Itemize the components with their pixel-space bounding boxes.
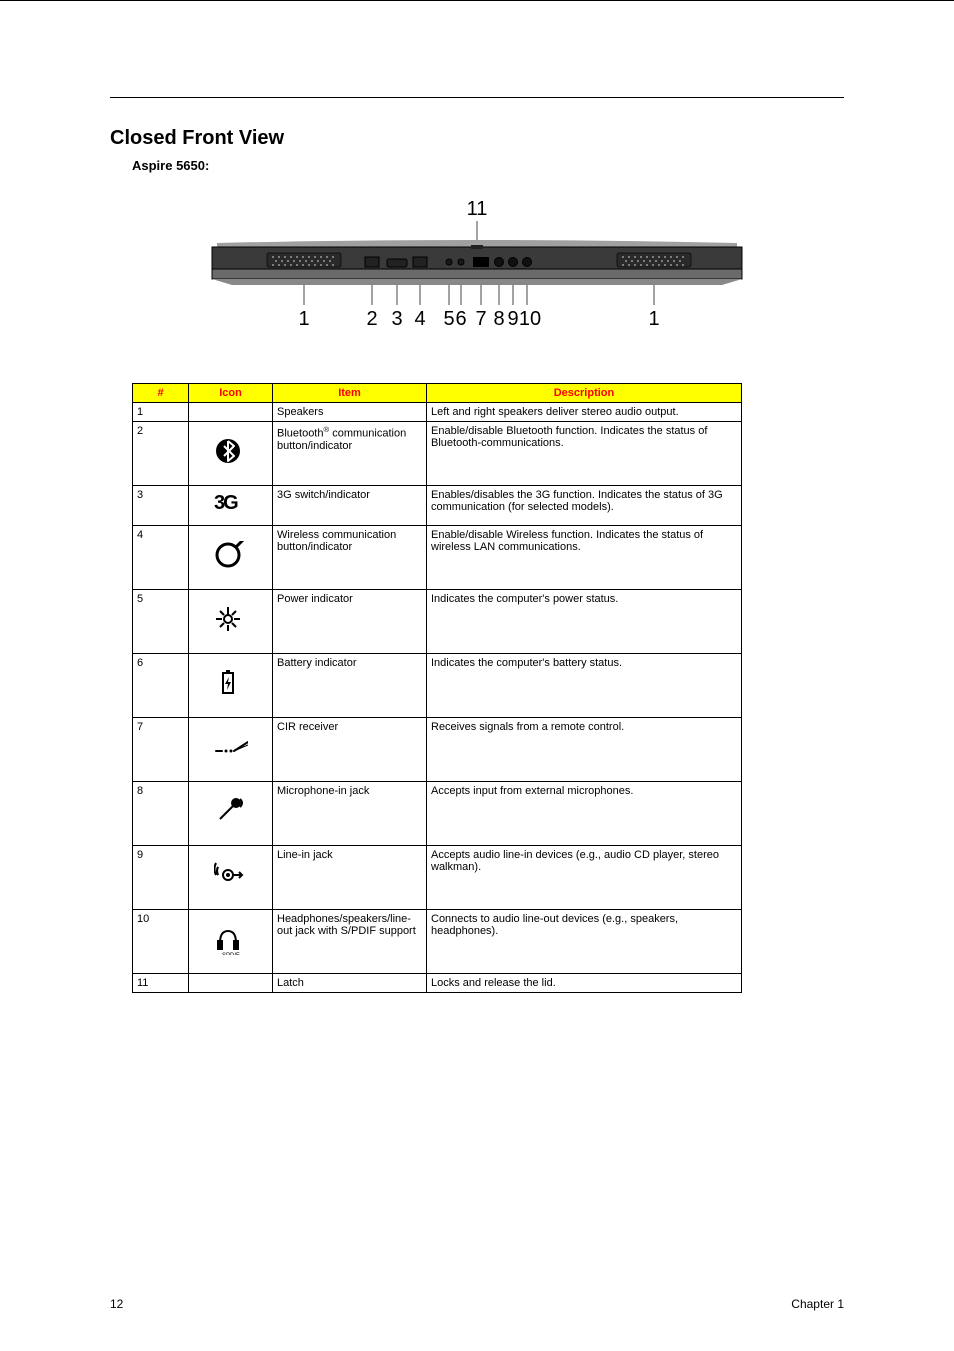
cell-icon	[189, 910, 273, 974]
table-row: 10 Headphones/speakers/line-out jack with…	[133, 910, 742, 974]
svg-text:9: 9	[507, 308, 518, 330]
cell-desc: Accepts input from external microphones.	[427, 782, 742, 846]
cell-num: 2	[133, 422, 189, 486]
table-row: 11 LatchLocks and release the lid.	[133, 974, 742, 993]
subtitle: Aspire 5650:	[132, 158, 844, 173]
cell-item: Microphone-in jack	[273, 782, 427, 846]
table-row: 5 Power indicatorIndicates the computer's…	[133, 590, 742, 654]
cell-icon	[189, 654, 273, 718]
cell-icon	[189, 422, 273, 486]
cell-desc: Locks and release the lid.	[427, 974, 742, 993]
cell-num: 4	[133, 526, 189, 590]
closed-front-figure: 11	[197, 197, 757, 347]
threeg-icon	[214, 489, 248, 519]
cell-icon	[189, 846, 273, 910]
cell-item: Power indicator	[273, 590, 427, 654]
svg-text:3: 3	[391, 308, 402, 330]
th-num: #	[133, 384, 189, 403]
figure-label-11: 11	[467, 198, 488, 220]
top-rule	[110, 97, 844, 98]
cell-item: Bluetooth® communication button/indicato…	[273, 422, 427, 486]
table-row: 7 CIR receiverReceives signals from a rem…	[133, 718, 742, 782]
cell-item: Wireless communication button/indicator	[273, 526, 427, 590]
cell-icon	[189, 974, 273, 993]
svg-text:7: 7	[475, 308, 486, 330]
cell-num: 11	[133, 974, 189, 993]
cell-desc: Connects to audio line-out devices (e.g.…	[427, 910, 742, 974]
svg-text:2: 2	[366, 308, 377, 330]
spec-table: # Icon Item Description 1 SpeakersLeft an…	[132, 383, 742, 993]
svg-text:1: 1	[298, 308, 309, 330]
cell-icon	[189, 526, 273, 590]
cell-item: Battery indicator	[273, 654, 427, 718]
cell-num: 8	[133, 782, 189, 846]
mic-icon	[214, 797, 248, 827]
table-row: 8 Microphone-in jackAccepts input from ex…	[133, 782, 742, 846]
cell-num: 3	[133, 486, 189, 526]
cell-desc: Receives signals from a remote control.	[427, 718, 742, 782]
headphones-icon	[214, 925, 248, 955]
cell-icon	[189, 718, 273, 782]
cell-desc: Enable/disable Wireless function. Indica…	[427, 526, 742, 590]
battery-icon	[214, 669, 248, 699]
cell-item: Line-in jack	[273, 846, 427, 910]
cell-num: 5	[133, 590, 189, 654]
table-row: 9 Line-in jackAccepts audio line-in devic…	[133, 846, 742, 910]
cell-desc: Indicates the computer's battery status.	[427, 654, 742, 718]
bluetooth-icon	[214, 437, 248, 467]
cell-desc: Indicates the computer's power status.	[427, 590, 742, 654]
table-row: 3 3G switch/indicatorEnables/disables the…	[133, 486, 742, 526]
cir-icon	[214, 733, 248, 763]
cell-num: 9	[133, 846, 189, 910]
svg-text:1: 1	[648, 308, 659, 330]
cell-item: Speakers	[273, 403, 427, 422]
table-row: 4 Wireless communication button/indicator…	[133, 526, 742, 590]
cell-desc: Enable/disable Bluetooth function. Indic…	[427, 422, 742, 486]
cell-item: Latch	[273, 974, 427, 993]
svg-text:5: 5	[443, 308, 454, 330]
cell-icon	[189, 590, 273, 654]
wireless-icon	[214, 541, 248, 571]
cell-item: Headphones/speakers/line-out jack with S…	[273, 910, 427, 974]
cell-icon	[189, 486, 273, 526]
table-row: 6 Battery indicatorIndicates the computer…	[133, 654, 742, 718]
linein-icon	[214, 861, 248, 891]
table-header-row: # Icon Item Description	[133, 384, 742, 403]
cell-icon	[189, 782, 273, 846]
table-row: 2 Bluetooth® communication button/indicat…	[133, 422, 742, 486]
table-row: 1 SpeakersLeft and right speakers deliver…	[133, 403, 742, 422]
page-number: 12	[110, 1297, 123, 1311]
th-item: Item	[273, 384, 427, 403]
cell-num: 10	[133, 910, 189, 974]
page-footer: 12 Chapter 1	[110, 1297, 844, 1311]
cell-num: 7	[133, 718, 189, 782]
svg-text:6: 6	[455, 308, 466, 330]
power-icon	[214, 605, 248, 635]
cell-item: CIR receiver	[273, 718, 427, 782]
cell-num: 1	[133, 403, 189, 422]
section-title: Closed Front View	[110, 127, 844, 150]
svg-text:10: 10	[519, 308, 541, 330]
cell-num: 6	[133, 654, 189, 718]
th-desc: Description	[427, 384, 742, 403]
cell-desc: Enables/disables the 3G function. Indica…	[427, 486, 742, 526]
cell-icon	[189, 403, 273, 422]
chapter-label: Chapter 1	[791, 1297, 844, 1311]
th-icon: Icon	[189, 384, 273, 403]
cell-desc: Left and right speakers deliver stereo a…	[427, 403, 742, 422]
svg-text:8: 8	[493, 308, 504, 330]
svg-text:4: 4	[414, 308, 425, 330]
cell-desc: Accepts audio line-in devices (e.g., aud…	[427, 846, 742, 910]
cell-item: 3G switch/indicator	[273, 486, 427, 526]
